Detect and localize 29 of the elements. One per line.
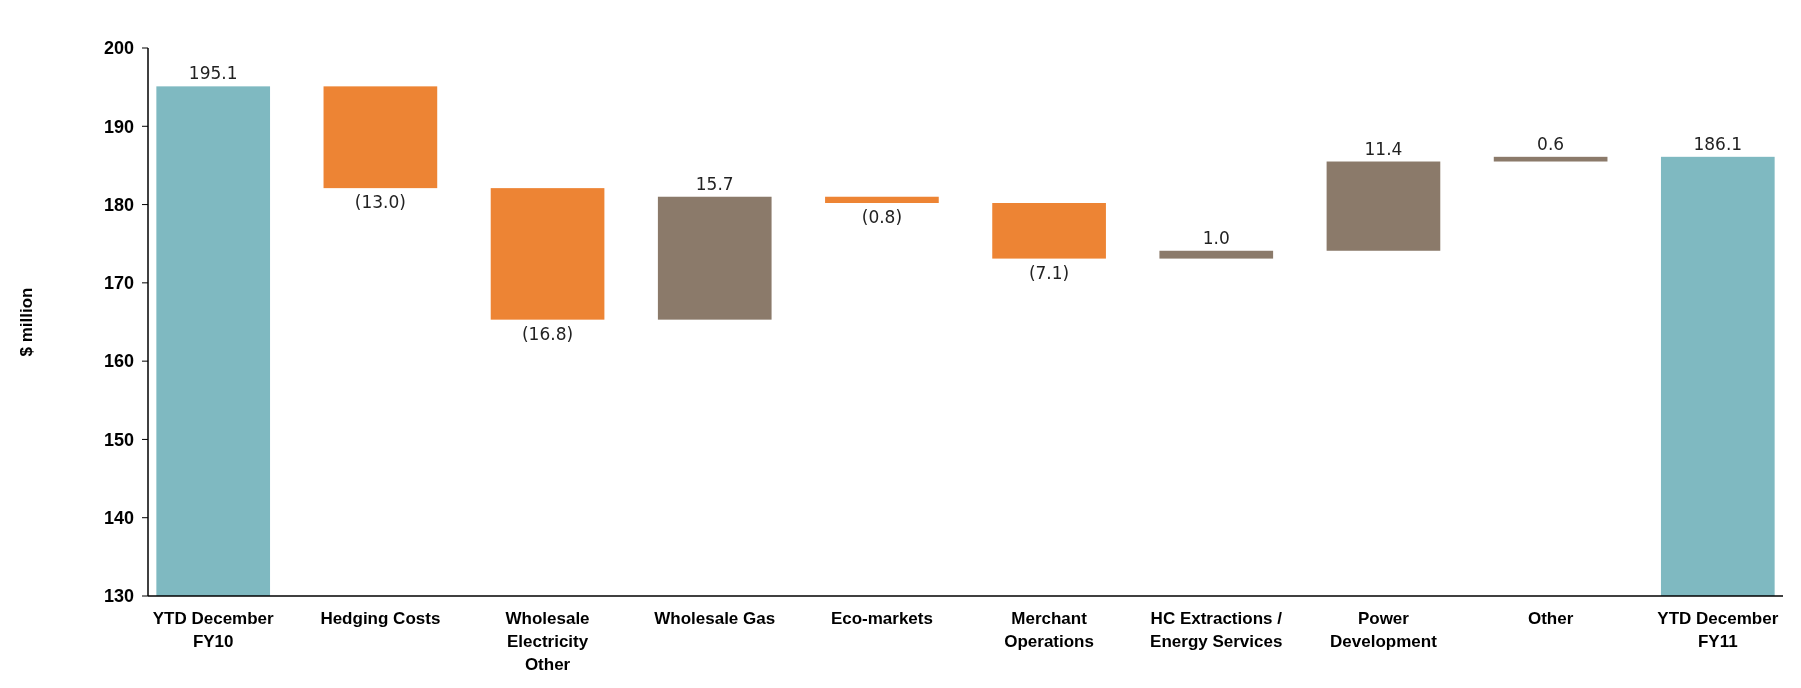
x-tick-label: YTD December FY10 (152, 609, 275, 651)
x-tick-label: Wholesale Gas (654, 609, 776, 628)
x-tick-label: Wholesale Electricity Other (505, 609, 590, 674)
y-tick-label: 180 (103, 194, 134, 215)
y-axis-title: $ million (17, 287, 36, 357)
x-tick-label: HC Extractions / Energy Services (1150, 609, 1283, 651)
data-label: (13.0) (354, 192, 406, 213)
data-label: (16.8) (521, 323, 574, 344)
y-tick-label: 170 (103, 273, 134, 294)
data-label: 11.4 (1364, 138, 1403, 159)
data-label: (7.1) (1028, 262, 1070, 283)
y-tick-label: 150 (103, 429, 134, 450)
x-tick-label: YTD December FY11 (1657, 609, 1779, 651)
y-tick-label: 140 (103, 508, 134, 529)
y-tick-label: 200 (103, 38, 134, 59)
y-tick-label: 130 (103, 586, 134, 607)
data-label: 0.6 (1537, 133, 1565, 154)
x-tick-label: Merchant Operations (1004, 609, 1094, 651)
data-label: 195.1 (188, 63, 238, 84)
y-tick-label: 190 (103, 116, 134, 137)
data-label: 15.7 (695, 173, 734, 194)
y-tick-label: 160 (103, 351, 134, 372)
x-tick-label: Hedging Costs (320, 609, 441, 628)
x-tick-label: Eco-markets (830, 609, 933, 628)
data-label: 1.0 (1202, 227, 1230, 248)
data-label: 186.1 (1693, 133, 1743, 154)
x-tick-label: Power Development (1330, 609, 1438, 651)
x-tick-label: Other (1527, 609, 1574, 628)
data-label: (0.8) (861, 207, 903, 228)
